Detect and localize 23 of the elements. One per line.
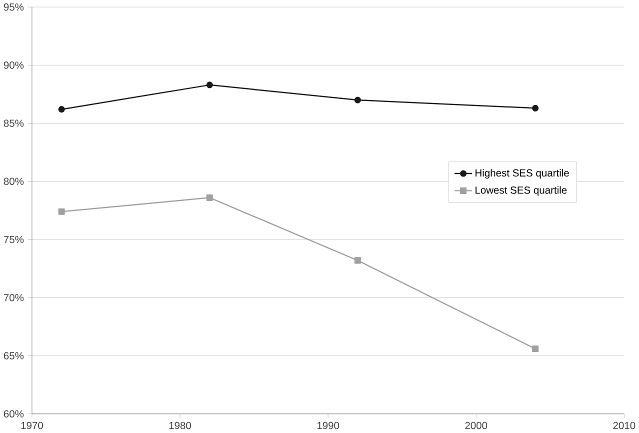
- x-tick-label: 2000: [465, 422, 488, 430]
- y-tick-label: 65%: [4, 352, 24, 360]
- y-tick-label: 60%: [4, 410, 24, 418]
- y-tick-label: 70%: [4, 294, 24, 302]
- point: [354, 96, 361, 104]
- point: [58, 106, 65, 113]
- point: [532, 346, 539, 352]
- point: [532, 105, 539, 112]
- x-tick-label: 1980: [169, 422, 192, 430]
- point: [354, 257, 361, 264]
- y-tick-label: 85%: [4, 120, 24, 128]
- legend-label: Lowest SES quartile: [476, 186, 567, 196]
- y-tick-label: 75%: [4, 236, 24, 244]
- point: [58, 208, 65, 216]
- x-tick-label: 1970: [21, 422, 43, 430]
- legend-label: Highest SES quartile: [476, 169, 569, 179]
- y-tick-label: 80%: [4, 178, 24, 186]
- y-tick-label: 95%: [4, 4, 24, 11]
- point: [206, 194, 213, 202]
- x-tick-label: 1990: [317, 422, 340, 430]
- y-tick-label: 90%: [4, 62, 24, 70]
- point: [206, 82, 213, 88]
- x-tick-label: 2010: [613, 422, 636, 430]
